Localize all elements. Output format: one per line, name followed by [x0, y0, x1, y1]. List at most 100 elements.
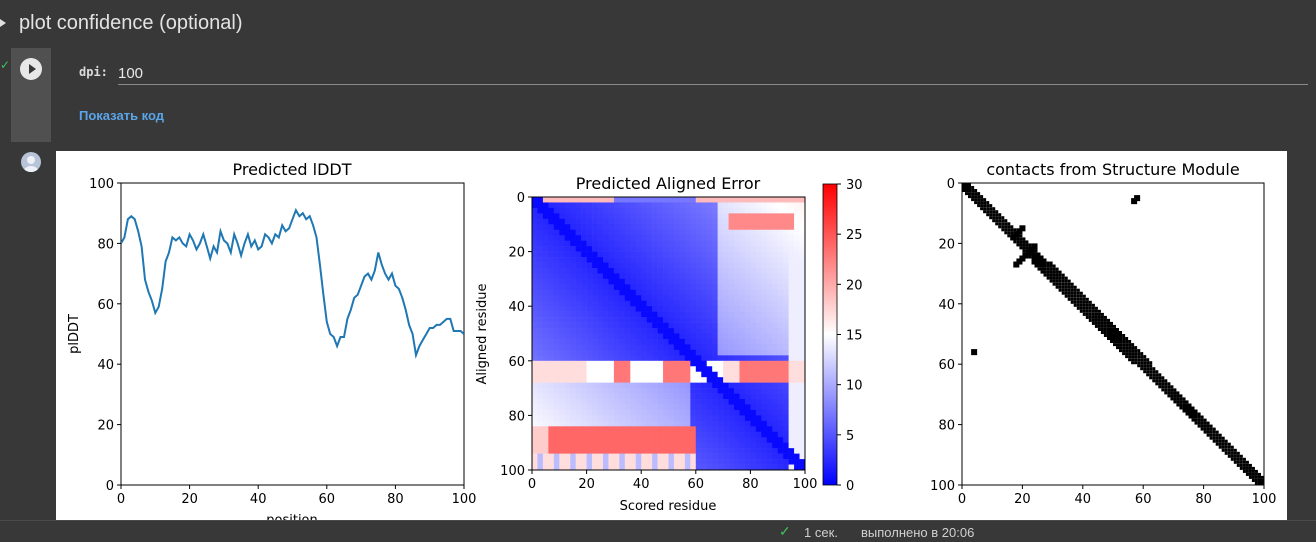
pae-cell — [663, 289, 669, 296]
pae-cell — [570, 349, 576, 356]
pae-cell — [673, 393, 680, 400]
pae-cell — [668, 262, 675, 269]
pae-cell — [652, 409, 658, 416]
pae-cell — [777, 257, 784, 263]
pae-cell — [717, 213, 724, 220]
dpi-input[interactable] — [118, 62, 1308, 85]
pae-cell — [532, 404, 538, 411]
pae-cell — [602, 306, 609, 312]
pae-cell — [635, 420, 642, 427]
pae-cell — [608, 300, 615, 307]
collapse-arrow-icon[interactable] — [0, 14, 10, 32]
pae-cell — [532, 448, 538, 454]
pae-cell — [635, 415, 642, 422]
pae-cell — [570, 224, 576, 231]
pae-cell — [630, 333, 637, 340]
pae-cell — [657, 267, 664, 274]
pae-cell — [783, 306, 789, 312]
pae-cell — [684, 322, 691, 329]
pae-cell — [755, 224, 762, 231]
contact-cell — [1116, 331, 1120, 335]
pae-cell — [586, 213, 593, 220]
pae-cell — [799, 207, 806, 214]
pae-cell — [750, 442, 757, 449]
contact-cell — [1128, 358, 1132, 362]
pae-cell — [619, 382, 626, 389]
contact-cell — [1203, 418, 1207, 422]
contact-cell — [1082, 303, 1086, 307]
contact-cell — [1158, 379, 1162, 383]
pae-cell — [559, 284, 566, 291]
pae-cell — [575, 459, 582, 465]
contact-cell — [1043, 267, 1047, 271]
pae-cell — [608, 360, 615, 367]
pae-cell — [613, 409, 620, 416]
pae-cell — [777, 464, 784, 471]
show-code-link[interactable]: Показать код — [79, 108, 165, 123]
pae-cell — [559, 409, 566, 416]
contact-cell — [1107, 334, 1111, 338]
pae-cell — [586, 246, 593, 252]
pae-cell — [592, 426, 598, 433]
pae-cell — [570, 262, 576, 269]
pae-cell — [744, 344, 751, 351]
contact-cell — [1230, 445, 1234, 449]
pae-cell — [592, 300, 598, 307]
contact-cell — [1052, 279, 1056, 283]
pae-cell — [619, 360, 626, 367]
pae-cell — [613, 284, 620, 291]
pae-cell — [788, 377, 795, 383]
pae-cell — [559, 235, 566, 241]
contact-cell — [1022, 246, 1026, 250]
contact-cell — [1143, 355, 1147, 359]
pae-cell — [772, 229, 778, 236]
pae-cell — [619, 278, 626, 285]
pae-cell — [548, 322, 555, 329]
contact-cell — [1236, 454, 1240, 458]
pae-cell — [761, 278, 768, 285]
pae-cell — [559, 442, 566, 449]
pae-cell — [794, 207, 800, 214]
pae-cell — [641, 382, 647, 389]
pae-cell — [712, 355, 718, 362]
pae-cell — [586, 371, 593, 378]
contact-cell — [992, 216, 996, 220]
pae-cell — [712, 399, 718, 405]
pae-cell — [717, 344, 724, 351]
pae-cell — [750, 409, 757, 416]
pae-cell — [799, 322, 806, 329]
contact-cell — [1122, 352, 1126, 356]
pae-cell — [728, 409, 735, 416]
pae-cell — [706, 262, 713, 269]
contact-cell — [1176, 391, 1180, 395]
contact-cell — [1209, 424, 1213, 428]
pae-cell — [777, 246, 784, 252]
pae-cell — [564, 448, 571, 454]
run-cell-button[interactable] — [20, 58, 42, 80]
pae-cell — [635, 437, 642, 443]
pae-cell — [619, 289, 626, 296]
pae-cell — [799, 218, 806, 225]
pae-cell — [701, 246, 708, 252]
pae-cell — [712, 453, 718, 460]
pae-cell — [657, 262, 664, 269]
pae-cell — [646, 295, 653, 302]
pae-cell — [581, 393, 587, 400]
pae-cell — [646, 224, 653, 231]
pae-cell — [744, 278, 751, 285]
pae-cell — [630, 437, 637, 443]
pae-cell — [630, 382, 637, 389]
contact-cell — [1242, 463, 1246, 467]
pae-cell — [706, 415, 713, 422]
pae-cell — [684, 284, 691, 291]
pae-cell — [532, 442, 538, 449]
contact-cell — [1091, 321, 1095, 325]
pae-cell — [581, 388, 587, 394]
pae-cell — [673, 349, 680, 356]
pae-cell — [668, 207, 675, 214]
pae-cell — [619, 202, 626, 209]
pae-cell — [575, 311, 582, 318]
pae-cell — [635, 213, 642, 220]
pae-cell — [657, 300, 664, 307]
pae-cell — [673, 459, 680, 465]
